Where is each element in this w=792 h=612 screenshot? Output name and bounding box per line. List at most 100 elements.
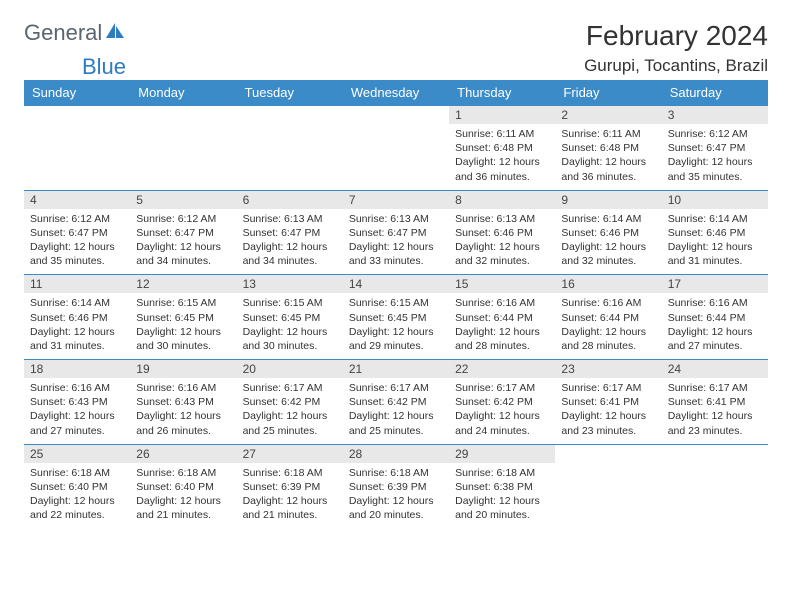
weekday-header: Wednesday: [343, 80, 449, 106]
day-body: Sunrise: 6:18 AMSunset: 6:40 PMDaylight:…: [24, 463, 130, 529]
day-body: Sunrise: 6:12 AMSunset: 6:47 PMDaylight:…: [24, 209, 130, 275]
logo-text-general: General: [24, 20, 102, 46]
day-body: Sunrise: 6:14 AMSunset: 6:46 PMDaylight:…: [555, 209, 661, 275]
calendar-cell: 2Sunrise: 6:11 AMSunset: 6:48 PMDaylight…: [555, 106, 661, 191]
calendar-cell: 22Sunrise: 6:17 AMSunset: 6:42 PMDayligh…: [449, 360, 555, 445]
day-body: Sunrise: 6:15 AMSunset: 6:45 PMDaylight:…: [237, 293, 343, 359]
day-number: 21: [343, 360, 449, 378]
weekday-header-row: Sunday Monday Tuesday Wednesday Thursday…: [24, 80, 768, 106]
calendar-cell: [237, 106, 343, 191]
day-number: 20: [237, 360, 343, 378]
day-body: Sunrise: 6:17 AMSunset: 6:42 PMDaylight:…: [237, 378, 343, 444]
day-number: 11: [24, 275, 130, 293]
calendar-cell: 27Sunrise: 6:18 AMSunset: 6:39 PMDayligh…: [237, 444, 343, 528]
calendar-row: 18Sunrise: 6:16 AMSunset: 6:43 PMDayligh…: [24, 360, 768, 445]
calendar-cell: 28Sunrise: 6:18 AMSunset: 6:39 PMDayligh…: [343, 444, 449, 528]
day-number: 5: [130, 191, 236, 209]
day-number: 3: [662, 106, 768, 124]
day-number: 26: [130, 445, 236, 463]
day-number: 28: [343, 445, 449, 463]
calendar-cell: [555, 444, 661, 528]
calendar-cell: 29Sunrise: 6:18 AMSunset: 6:38 PMDayligh…: [449, 444, 555, 528]
month-title: February 2024: [584, 20, 768, 52]
calendar-cell: 17Sunrise: 6:16 AMSunset: 6:44 PMDayligh…: [662, 275, 768, 360]
calendar-cell: 4Sunrise: 6:12 AMSunset: 6:47 PMDaylight…: [24, 190, 130, 275]
calendar-cell: [130, 106, 236, 191]
day-body: Sunrise: 6:13 AMSunset: 6:47 PMDaylight:…: [343, 209, 449, 275]
calendar-cell: 23Sunrise: 6:17 AMSunset: 6:41 PMDayligh…: [555, 360, 661, 445]
day-body: Sunrise: 6:12 AMSunset: 6:47 PMDaylight:…: [662, 124, 768, 190]
day-number: 18: [24, 360, 130, 378]
weekday-header: Sunday: [24, 80, 130, 106]
logo: General: [24, 20, 128, 46]
day-body: Sunrise: 6:16 AMSunset: 6:43 PMDaylight:…: [130, 378, 236, 444]
calendar-cell: 6Sunrise: 6:13 AMSunset: 6:47 PMDaylight…: [237, 190, 343, 275]
day-number: 29: [449, 445, 555, 463]
calendar-cell: 8Sunrise: 6:13 AMSunset: 6:46 PMDaylight…: [449, 190, 555, 275]
day-number: 15: [449, 275, 555, 293]
day-body: Sunrise: 6:18 AMSunset: 6:40 PMDaylight:…: [130, 463, 236, 529]
calendar-cell: 19Sunrise: 6:16 AMSunset: 6:43 PMDayligh…: [130, 360, 236, 445]
weekday-header: Thursday: [449, 80, 555, 106]
day-number: 27: [237, 445, 343, 463]
sail-icon: [104, 21, 126, 46]
calendar-cell: 12Sunrise: 6:15 AMSunset: 6:45 PMDayligh…: [130, 275, 236, 360]
day-body: Sunrise: 6:15 AMSunset: 6:45 PMDaylight:…: [343, 293, 449, 359]
weekday-header: Saturday: [662, 80, 768, 106]
day-body: Sunrise: 6:17 AMSunset: 6:41 PMDaylight:…: [662, 378, 768, 444]
day-number: 9: [555, 191, 661, 209]
day-number: 2: [555, 106, 661, 124]
day-number: 17: [662, 275, 768, 293]
calendar-row: 1Sunrise: 6:11 AMSunset: 6:48 PMDaylight…: [24, 106, 768, 191]
day-number: 14: [343, 275, 449, 293]
day-body: Sunrise: 6:16 AMSunset: 6:44 PMDaylight:…: [449, 293, 555, 359]
day-number: 19: [130, 360, 236, 378]
day-body: Sunrise: 6:13 AMSunset: 6:47 PMDaylight:…: [237, 209, 343, 275]
calendar-cell: 24Sunrise: 6:17 AMSunset: 6:41 PMDayligh…: [662, 360, 768, 445]
day-number: 25: [24, 445, 130, 463]
calendar-row: 11Sunrise: 6:14 AMSunset: 6:46 PMDayligh…: [24, 275, 768, 360]
calendar-cell: 18Sunrise: 6:16 AMSunset: 6:43 PMDayligh…: [24, 360, 130, 445]
calendar-row: 25Sunrise: 6:18 AMSunset: 6:40 PMDayligh…: [24, 444, 768, 528]
day-number: 16: [555, 275, 661, 293]
day-number: 22: [449, 360, 555, 378]
calendar-row: 4Sunrise: 6:12 AMSunset: 6:47 PMDaylight…: [24, 190, 768, 275]
day-number: 8: [449, 191, 555, 209]
calendar-cell: 1Sunrise: 6:11 AMSunset: 6:48 PMDaylight…: [449, 106, 555, 191]
day-number: 23: [555, 360, 661, 378]
calendar-cell: 13Sunrise: 6:15 AMSunset: 6:45 PMDayligh…: [237, 275, 343, 360]
calendar-cell: 9Sunrise: 6:14 AMSunset: 6:46 PMDaylight…: [555, 190, 661, 275]
calendar-cell: [662, 444, 768, 528]
day-body: Sunrise: 6:18 AMSunset: 6:39 PMDaylight:…: [237, 463, 343, 529]
day-number: 12: [130, 275, 236, 293]
day-number: 7: [343, 191, 449, 209]
calendar-cell: 7Sunrise: 6:13 AMSunset: 6:47 PMDaylight…: [343, 190, 449, 275]
day-body: Sunrise: 6:14 AMSunset: 6:46 PMDaylight:…: [24, 293, 130, 359]
day-body: Sunrise: 6:17 AMSunset: 6:41 PMDaylight:…: [555, 378, 661, 444]
day-number: 13: [237, 275, 343, 293]
weekday-header: Friday: [555, 80, 661, 106]
day-number: 1: [449, 106, 555, 124]
day-body: Sunrise: 6:17 AMSunset: 6:42 PMDaylight:…: [343, 378, 449, 444]
calendar-cell: [343, 106, 449, 191]
logo-text-blue: Blue: [82, 54, 126, 79]
day-number: 4: [24, 191, 130, 209]
day-body: Sunrise: 6:18 AMSunset: 6:39 PMDaylight:…: [343, 463, 449, 529]
day-body: Sunrise: 6:15 AMSunset: 6:45 PMDaylight:…: [130, 293, 236, 359]
day-body: Sunrise: 6:18 AMSunset: 6:38 PMDaylight:…: [449, 463, 555, 529]
calendar-cell: 21Sunrise: 6:17 AMSunset: 6:42 PMDayligh…: [343, 360, 449, 445]
day-body: Sunrise: 6:14 AMSunset: 6:46 PMDaylight:…: [662, 209, 768, 275]
day-body: Sunrise: 6:17 AMSunset: 6:42 PMDaylight:…: [449, 378, 555, 444]
calendar-cell: 25Sunrise: 6:18 AMSunset: 6:40 PMDayligh…: [24, 444, 130, 528]
calendar-cell: 11Sunrise: 6:14 AMSunset: 6:46 PMDayligh…: [24, 275, 130, 360]
calendar-cell: 16Sunrise: 6:16 AMSunset: 6:44 PMDayligh…: [555, 275, 661, 360]
calendar-table: Sunday Monday Tuesday Wednesday Thursday…: [24, 80, 768, 528]
weekday-header: Monday: [130, 80, 236, 106]
day-number: 6: [237, 191, 343, 209]
calendar-cell: 26Sunrise: 6:18 AMSunset: 6:40 PMDayligh…: [130, 444, 236, 528]
calendar-cell: [24, 106, 130, 191]
calendar-cell: 3Sunrise: 6:12 AMSunset: 6:47 PMDaylight…: [662, 106, 768, 191]
calendar-cell: 10Sunrise: 6:14 AMSunset: 6:46 PMDayligh…: [662, 190, 768, 275]
calendar-cell: 14Sunrise: 6:15 AMSunset: 6:45 PMDayligh…: [343, 275, 449, 360]
day-body: Sunrise: 6:16 AMSunset: 6:44 PMDaylight:…: [662, 293, 768, 359]
